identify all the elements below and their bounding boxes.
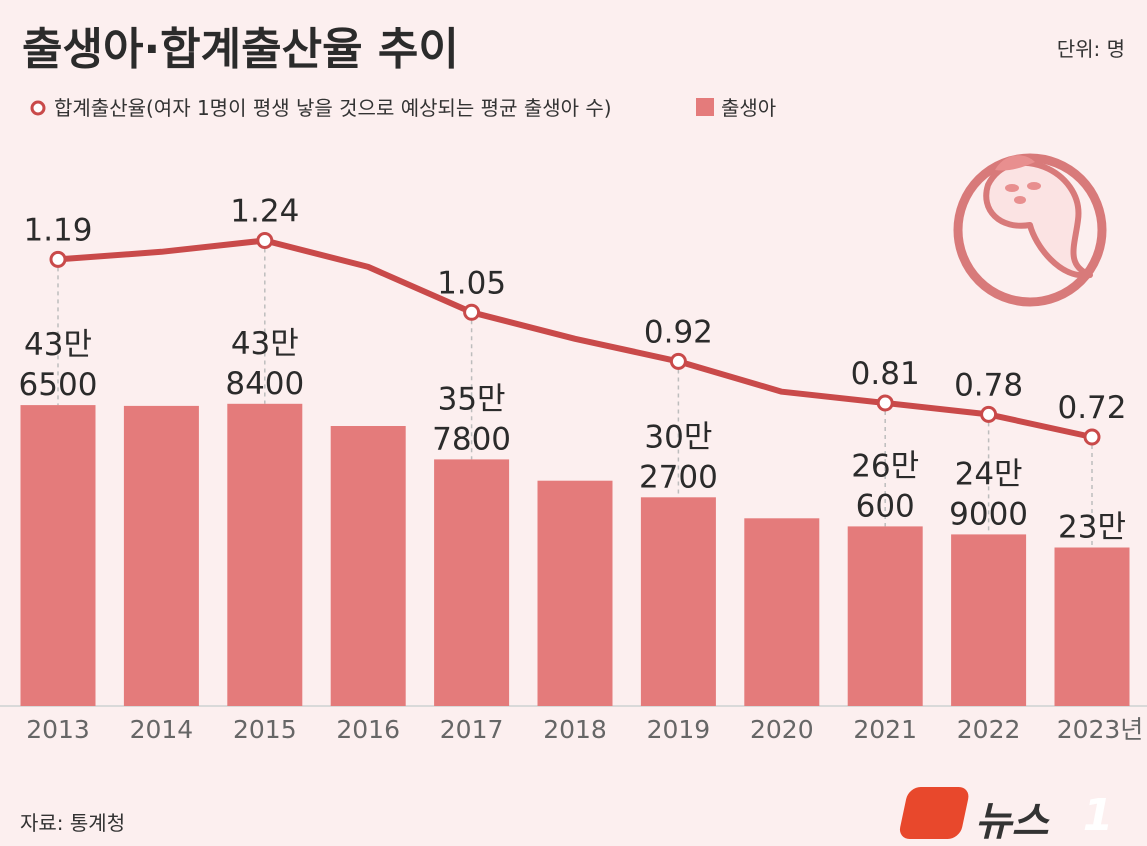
guide-line-layer — [57, 248, 1093, 548]
rate-label-2015: 1.24 — [230, 194, 299, 230]
bar-2020 — [744, 518, 820, 706]
news1-logo: 뉴스 1 — [899, 787, 1114, 845]
x-tick-2013: 2013 — [26, 715, 90, 744]
baby-eye-right — [1027, 182, 1041, 190]
bar-2014 — [123, 405, 199, 706]
rate-line — [55, 237, 1095, 440]
bar-2019 — [640, 497, 716, 706]
baby-cheek — [1014, 196, 1026, 204]
x-tick-2017: 2017 — [440, 715, 504, 744]
unit-note: 단위: 명 — [1057, 37, 1125, 61]
x-tick-2019: 2019 — [647, 715, 711, 744]
birth-label-2022-2: 9000 — [949, 496, 1028, 532]
x-tick-2021: 2021 — [853, 715, 917, 744]
rate-label-2023년: 0.72 — [1057, 390, 1126, 426]
rate-label-2019: 0.92 — [644, 314, 713, 350]
rate-point-2023년 — [1083, 428, 1101, 446]
baby-eye-left — [1005, 184, 1019, 192]
rate-point-2019 — [669, 352, 687, 370]
bar-2017 — [434, 459, 510, 706]
bar-2022 — [951, 534, 1027, 706]
rate-line-layer — [49, 232, 1101, 446]
rate-point-2013 — [49, 250, 67, 268]
logo-text: 뉴스 — [975, 799, 1051, 845]
swaddled-baby-icon — [953, 153, 1107, 307]
bar-2016 — [330, 426, 406, 706]
legend-bar-swatch-icon — [696, 98, 714, 116]
bar-2013 — [20, 405, 96, 706]
bar-2023년 — [1054, 547, 1130, 706]
birth-label-2015-2: 8400 — [225, 366, 304, 402]
birth-label-2015-1: 43만 — [231, 326, 299, 362]
birth-label-2013-1: 43만 — [24, 327, 92, 363]
rate-point-2022 — [980, 405, 998, 423]
x-tick-2020: 2020 — [750, 715, 814, 744]
rate-label-2022: 0.78 — [954, 367, 1023, 403]
rate-label-2017: 1.05 — [437, 265, 506, 301]
x-tick-2014: 2014 — [130, 715, 194, 744]
legend-line-marker-icon — [30, 100, 46, 116]
logo-badge-text: 1 — [1083, 790, 1114, 841]
x-tick-2016: 2016 — [336, 715, 400, 744]
birth-label-2023년-1: 23만 — [1058, 510, 1126, 546]
logo-badge — [899, 787, 969, 839]
legend: 합계출산율(여자 1명이 평생 낳을 것으로 예상되는 평균 출생아 수) 출생… — [30, 96, 776, 120]
baby-hair — [995, 155, 1035, 171]
bar-layer — [20, 403, 1130, 706]
rate-point-2017 — [463, 303, 481, 321]
rate-point-2021 — [876, 394, 894, 412]
birth-label-2017-2: 7800 — [432, 421, 511, 457]
x-axis-ticks: 2013 2014 2015 2016 2017 2018 2019 2020 2021 2022… — [26, 715, 1143, 744]
birth-label-2021-2: 600 — [856, 488, 915, 524]
x-tick-2023년: 2023년 — [1057, 715, 1144, 744]
birth-label-2019-1: 30만 — [644, 419, 712, 455]
rate-label-2013: 1.19 — [23, 212, 92, 248]
x-tick-2018: 2018 — [543, 715, 607, 744]
bar-2021 — [847, 526, 923, 706]
bar-2018 — [537, 480, 613, 706]
rate-label-2021: 0.81 — [851, 356, 920, 392]
birth-label-2013-2: 6500 — [19, 367, 98, 403]
birth-label-2019-2: 2700 — [639, 459, 718, 495]
x-tick-2022: 2022 — [957, 715, 1021, 744]
rate-point-2015 — [256, 232, 274, 249]
x-tick-2015: 2015 — [233, 715, 297, 744]
bar-2015 — [227, 403, 303, 706]
birth-label-2021-1: 26만 — [851, 448, 919, 484]
birth-label-2017-1: 35만 — [438, 381, 506, 417]
chart-title: 출생아·합계출산율 추이 — [22, 24, 459, 75]
legend-bar-label: 출생아 — [721, 96, 776, 120]
birth-label-2022-1: 24만 — [955, 456, 1023, 492]
legend-line-label: 합계출산율(여자 1명이 평생 낳을 것으로 예상되는 평균 출생아 수) — [54, 96, 612, 120]
data-label-layer: 1.19 1.24 1.05 0.92 0.81 0.78 0.72 43만 6500 43만 84… — [19, 194, 1127, 546]
source-note: 자료: 통계청 — [20, 811, 125, 835]
